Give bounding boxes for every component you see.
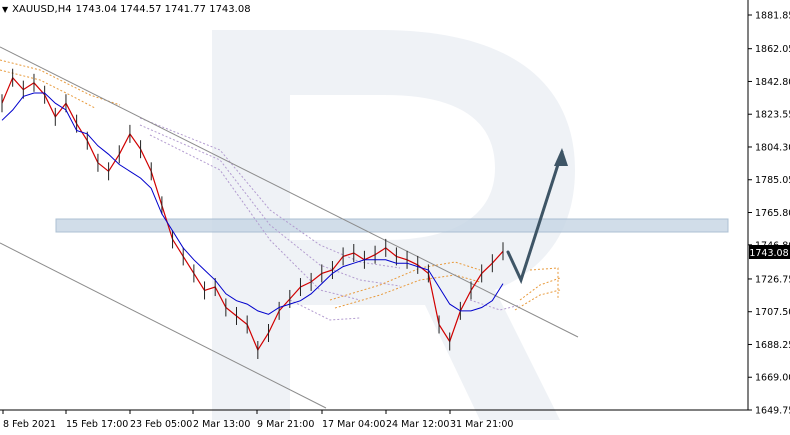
x-tick-label: 15 Feb 17:00 (66, 419, 128, 430)
symbol-timeframe: XAUUSD,H4 (12, 4, 72, 15)
channel-lines (0, 46, 579, 409)
current-price-tag: 1743.08 (749, 245, 790, 259)
y-tick-label: 1804.30 (755, 142, 790, 153)
ohlc-values: 1743.04 1744.57 1741.77 1743.08 (75, 4, 251, 15)
x-tick-label: 24 Mar 12:00 (386, 419, 449, 430)
watermark-logo (212, 30, 575, 420)
y-tick-label: 1707.50 (755, 307, 790, 318)
current-price-label: 1743.08 (749, 248, 788, 259)
y-tick-label: 1649.75 (755, 406, 790, 417)
x-tick-label: 9 Mar 21:00 (257, 419, 314, 430)
x-tick-label: 31 Mar 21:00 (450, 419, 513, 430)
x-tick-label: 2 Mar 13:00 (193, 419, 250, 430)
forecast-arrow (506, 148, 568, 285)
y-tick-label: 1726.75 (755, 274, 790, 285)
y-tick-label: 1862.05 (755, 44, 790, 55)
ichimoku-cloud-bull (0, 59, 561, 311)
y-tick-label: 1765.80 (755, 208, 790, 219)
x-axis: 8 Feb 2021 15 Feb 17:00 23 Feb 05:00 2 Mar … (2, 410, 513, 430)
series-layer (1, 68, 504, 360)
chart-info-bar: ▼ XAUUSD,H4 1743.04 1744.57 1741.77 1743… (2, 4, 251, 15)
y-axis: 1881.85 1862.05 1842.80 1823.55 1804.30 1785.… (748, 11, 790, 417)
y-tick-label: 1785.05 (755, 175, 790, 186)
y-tick-label: 1823.55 (755, 110, 790, 121)
plot-frame (0, 0, 749, 411)
ichimoku-cloud-bear (139, 117, 521, 321)
y-tick-label: 1688.25 (755, 340, 790, 351)
price-line (1, 76, 504, 352)
channel-lower-line (0, 242, 327, 409)
channel-upper-line (0, 46, 579, 338)
kijun-line (1, 92, 504, 315)
x-tick-label: 17 Mar 04:00 (322, 419, 385, 430)
collapse-triangle-icon[interactable]: ▼ (2, 5, 9, 14)
y-tick-label: 1842.80 (755, 77, 790, 88)
y-tick-label: 1669.00 (755, 373, 790, 384)
x-tick-label: 8 Feb 2021 (3, 419, 56, 430)
x-tick-label: 23 Feb 05:00 (130, 419, 192, 430)
y-tick-label: 1881.85 (755, 11, 790, 22)
resistance-zone (55, 218, 729, 233)
